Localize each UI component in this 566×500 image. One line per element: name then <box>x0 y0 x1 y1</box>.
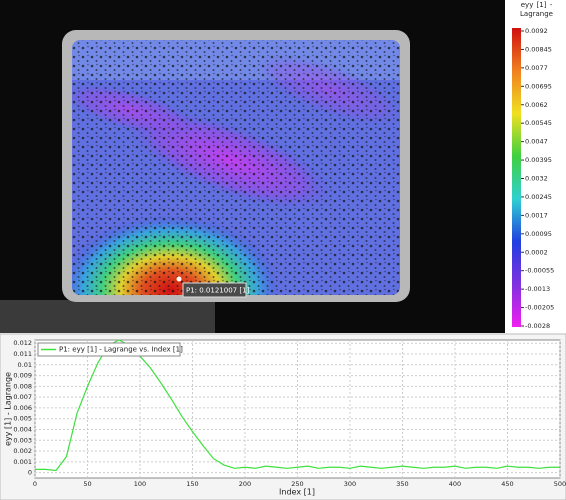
y-tick-label: 0.004 <box>13 425 32 433</box>
y-tick-label: 0.003 <box>13 436 32 444</box>
x-tick-label: 500 <box>554 480 566 488</box>
colorbar-tick-label: -0.00205 <box>525 304 554 312</box>
y-axis-label: eyy [1] - Lagrange <box>4 372 13 446</box>
colorbar-tick-label: 0.0062 <box>525 101 548 109</box>
y-tick-label: 0.008 <box>13 382 32 390</box>
legend-label: P1: eyy [1] - Lagrange vs. Index [1] <box>59 346 183 354</box>
colorbar-tick-label: 0.0092 <box>525 27 548 35</box>
chart-panel <box>0 333 566 500</box>
x-tick-label: 200 <box>239 480 251 488</box>
x-tick-label: 450 <box>501 480 513 488</box>
y-tick-label: 0.006 <box>13 404 32 412</box>
table-surface <box>0 300 215 333</box>
colorbar-tick-label: -0.0028 <box>525 322 550 330</box>
y-tick-label: 0.011 <box>13 350 32 358</box>
colorbar-tick-label: 0.0002 <box>525 248 548 256</box>
probe-point[interactable] <box>176 276 182 282</box>
x-tick-label: 400 <box>449 480 461 488</box>
legend-box <box>37 342 181 357</box>
y-tick-label: 0.001 <box>13 458 32 466</box>
x-axis-label: Index [1] <box>279 488 315 497</box>
x-tick-label: 350 <box>396 480 408 488</box>
colorbar-tick-label: 0.0047 <box>525 138 548 146</box>
x-tick-label: 0 <box>33 480 37 488</box>
y-tick-label: 0.005 <box>13 415 32 423</box>
colorbar-bg <box>505 0 566 333</box>
y-tick-label: 0.012 <box>13 339 32 347</box>
x-tick-label: 150 <box>186 480 198 488</box>
x-tick-label: 250 <box>291 480 303 488</box>
x-tick-label: 300 <box>344 480 356 488</box>
colorbar-tick-label: 0.00845 <box>525 45 552 53</box>
y-tick-label: 0.002 <box>13 447 32 455</box>
colorbar-tick-label: -0.0013 <box>525 285 550 293</box>
colorbar-tick-label: 0.00095 <box>525 230 552 238</box>
y-tick-label: 0 <box>28 469 32 477</box>
x-tick-label: 50 <box>83 480 91 488</box>
colorbar-tick-label: 0.00695 <box>525 82 552 90</box>
colorbar-title: eyy [1] - Lagrange <box>520 1 553 18</box>
annotation: P1: 0.0121007 [1] <box>186 287 250 295</box>
y-tick-label: 0.01 <box>18 361 32 369</box>
colorbar-title-box: eyy [1] - Lagrange <box>520 1 553 18</box>
colorbar-tick-label: 0.00545 <box>525 119 552 127</box>
y-tick-label: 0.007 <box>13 393 32 401</box>
colorbar-tick-label: 0.00395 <box>525 156 552 164</box>
colorbar-tick-label: 0.00245 <box>525 193 552 201</box>
camera-view: P1: 0.0121007 [1] <box>0 0 505 333</box>
y-tick-label: 0.009 <box>13 372 32 380</box>
strain-overlay <box>72 40 400 295</box>
colorbar-tick-label: 0.0077 <box>525 64 548 72</box>
colorbar-tick-label: -0.00055 <box>525 267 554 275</box>
annotation-box <box>182 282 247 298</box>
colorbar-tick-label: 0.0032 <box>525 175 548 183</box>
plot-area <box>34 339 561 479</box>
data-line <box>35 339 560 472</box>
colorbar <box>512 28 521 327</box>
x-tick-label: 100 <box>134 480 146 488</box>
colorbar-tick-label: 0.0017 <box>525 211 548 219</box>
